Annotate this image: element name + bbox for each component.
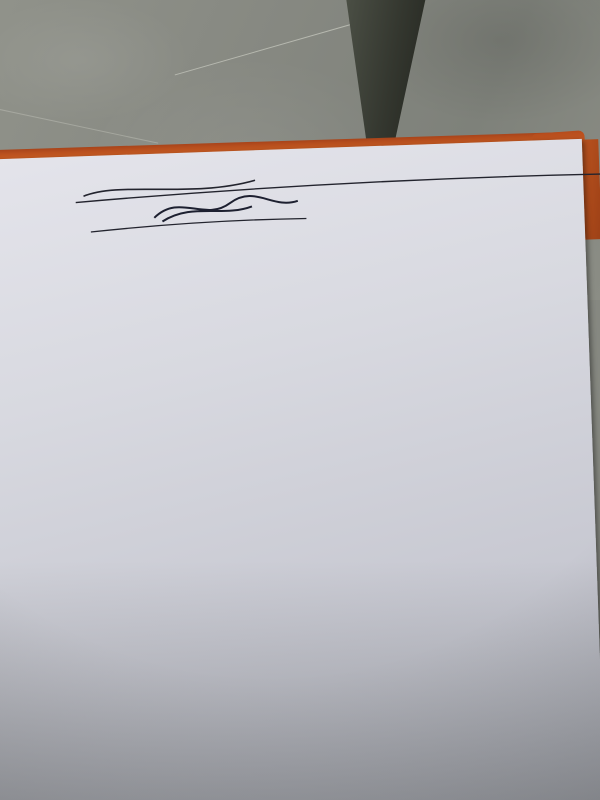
pen-scribble: [153, 194, 299, 223]
register-table: [5, 221, 600, 800]
month-underline: [90, 217, 307, 233]
handwritten-fill-line: [83, 179, 256, 197]
school-underline: [75, 173, 600, 204]
register-page: [0, 138, 600, 800]
